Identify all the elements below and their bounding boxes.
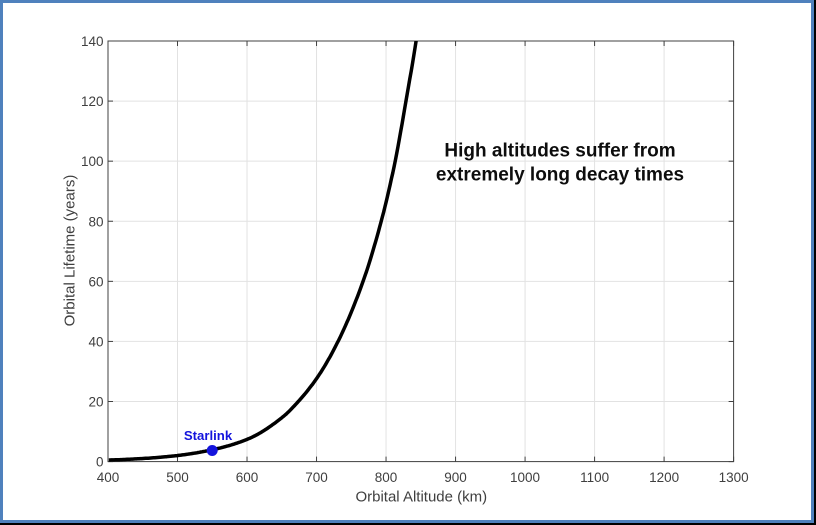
svg-text:80: 80	[88, 214, 103, 229]
svg-text:600: 600	[236, 470, 259, 485]
svg-text:800: 800	[375, 470, 398, 485]
svg-text:900: 900	[444, 470, 467, 485]
svg-text:0: 0	[96, 455, 104, 470]
svg-text:700: 700	[305, 470, 328, 485]
svg-text:20: 20	[88, 395, 103, 410]
svg-text:500: 500	[166, 470, 189, 485]
svg-text:120: 120	[81, 94, 104, 109]
svg-text:1100: 1100	[580, 470, 609, 485]
svg-text:40: 40	[88, 334, 103, 349]
svg-text:1000: 1000	[510, 470, 540, 485]
svg-text:High altitudes suffer from: High altitudes suffer from	[444, 140, 675, 161]
svg-text:400: 400	[97, 470, 120, 485]
svg-text:140: 140	[81, 34, 104, 49]
svg-text:1200: 1200	[649, 470, 679, 485]
svg-text:Orbital Lifetime (years): Orbital Lifetime (years)	[62, 175, 79, 327]
svg-text:Starlink: Starlink	[184, 428, 233, 443]
svg-text:100: 100	[81, 154, 104, 169]
svg-text:1300: 1300	[719, 470, 749, 485]
svg-text:extremely long decay times: extremely long decay times	[436, 164, 684, 185]
svg-text:60: 60	[88, 274, 103, 289]
svg-text:Orbital Altitude (km): Orbital Altitude (km)	[355, 489, 487, 506]
